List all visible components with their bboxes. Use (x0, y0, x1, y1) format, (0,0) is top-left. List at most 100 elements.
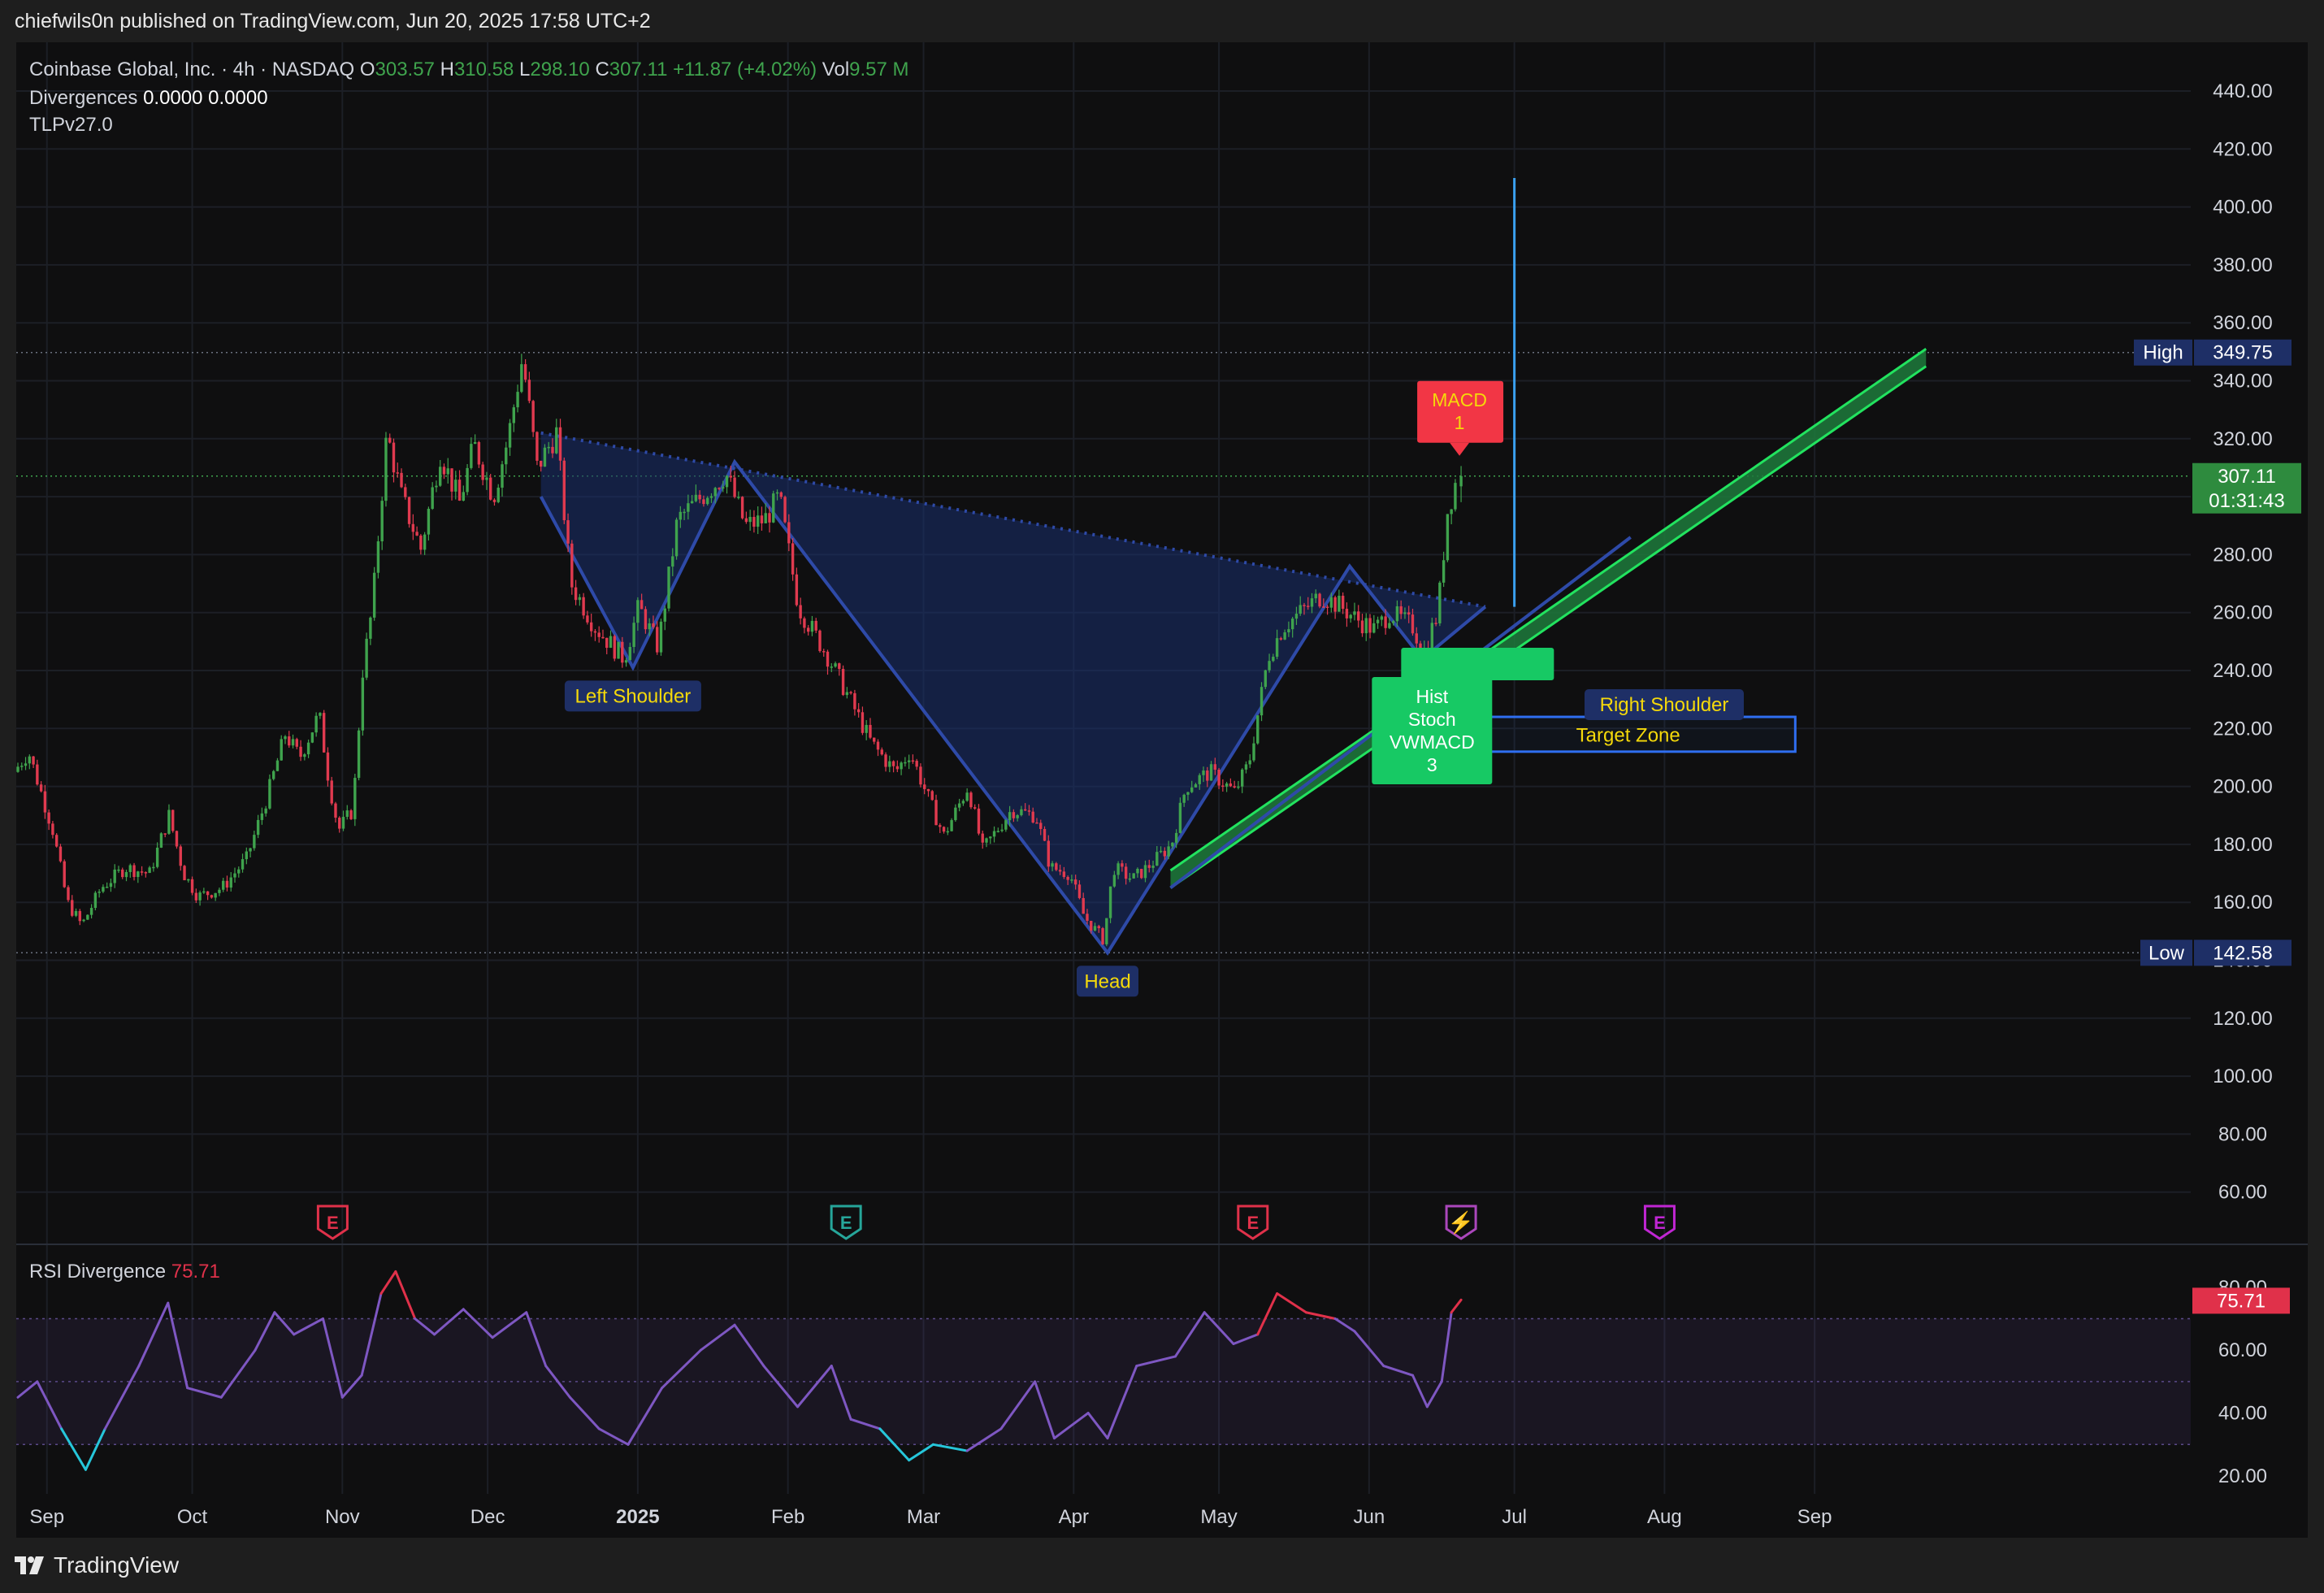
candle-body (105, 887, 109, 888)
price-axis[interactable] (2191, 42, 2308, 1494)
candle-body (873, 737, 876, 742)
candle-body (911, 760, 915, 762)
rsi-tick-label: 20.00 (2218, 1465, 2267, 1487)
price-tick-label: 400.00 (2213, 197, 2272, 219)
candle-body (690, 501, 694, 504)
candle-body (950, 820, 953, 831)
candle-body (233, 873, 236, 878)
candle-body (954, 807, 957, 821)
candle-body (1066, 876, 1069, 880)
candle-body (1023, 809, 1027, 811)
candle-body (171, 810, 175, 831)
candle-body (505, 447, 508, 465)
candle-body (1415, 633, 1418, 644)
candle-body (791, 543, 795, 575)
rsi-segment (830, 1365, 852, 1421)
candle-body (1190, 787, 1194, 792)
macd-badge[interactable] (1417, 380, 1504, 443)
candle-body (256, 819, 260, 836)
candle-body (249, 848, 252, 852)
legend-vol-label: Vol (822, 59, 849, 80)
candle-body (179, 846, 182, 866)
candle-body (989, 836, 992, 839)
candle-body (63, 861, 66, 888)
candle-body (82, 919, 85, 922)
candle-body (923, 784, 926, 789)
candle-body (869, 724, 872, 738)
candle-body (1329, 597, 1333, 608)
candle-body (1294, 614, 1299, 619)
candle-body (981, 833, 984, 843)
candle-body (512, 407, 516, 423)
price-tick-label: 260.00 (2213, 602, 2272, 624)
candle-body (772, 493, 775, 523)
candle-body (54, 835, 59, 847)
candle-body (1310, 598, 1314, 607)
candle-body (326, 752, 330, 781)
rsi-segment (1425, 1380, 1443, 1409)
candle-body (706, 497, 709, 505)
footer[interactable]: TradingView (15, 1547, 179, 1583)
rsi-segment (103, 1365, 141, 1430)
earnings-marker-icon[interactable] (1643, 1205, 1676, 1240)
rsi-segment (1232, 1333, 1260, 1345)
candle-body (314, 715, 318, 733)
candle-body (1307, 606, 1310, 607)
candle-body (322, 713, 326, 753)
high-tag-bg (2134, 339, 2192, 366)
legend-divergences: Divergences 0.0000 0.0000 (29, 87, 268, 109)
candle-body (764, 513, 767, 523)
candle-body (198, 892, 202, 901)
candle-body (775, 492, 779, 494)
candle-body (725, 475, 729, 488)
candle-body (1225, 783, 1229, 787)
legend-l-label: L (519, 59, 530, 80)
candle-body (1430, 623, 1434, 650)
bull-badge-pointer (1420, 662, 1444, 677)
candle-body (1027, 810, 1031, 812)
candle-body (740, 497, 744, 519)
candle-body (523, 364, 527, 380)
candle-body (1178, 802, 1182, 833)
candle-body (648, 623, 651, 630)
rsi-segment (16, 1380, 39, 1399)
candle-body (674, 519, 679, 557)
candle-body (1140, 869, 1143, 879)
candle-body (779, 492, 783, 497)
candle-body (1202, 770, 1205, 775)
candle-body (39, 784, 43, 792)
candle-body (275, 760, 280, 771)
candle-body (1256, 715, 1260, 744)
earnings-marker-icon[interactable] (1445, 1205, 1477, 1240)
trend-channel-fill (1170, 349, 1927, 888)
rsi-segment (878, 1427, 911, 1462)
candle-body (353, 778, 357, 819)
rsi-segment (293, 1317, 324, 1336)
bull-badge[interactable] (1372, 677, 1493, 784)
candle-body (1174, 832, 1178, 843)
candle-body (822, 651, 826, 653)
candle-body (1073, 879, 1077, 885)
time-axis[interactable] (16, 1494, 2308, 1538)
rsi-segment (661, 1348, 702, 1390)
candle-body (202, 891, 206, 893)
candle-body (946, 831, 950, 833)
candle-body (562, 460, 566, 521)
rsi-segment (414, 1317, 436, 1336)
candle-body (566, 520, 570, 544)
price-tick-label: 120.00 (2213, 1008, 2272, 1030)
candle-body (1070, 879, 1073, 881)
candle-body (419, 535, 423, 550)
candle-body (527, 380, 531, 402)
bull-badge-line: Hist (1416, 686, 1449, 707)
earnings-marker-icon[interactable] (1237, 1205, 1269, 1240)
candle-body (1097, 926, 1100, 929)
macd-badge-title: MACD (1432, 389, 1487, 410)
rsi-pane-bg[interactable] (16, 1245, 2191, 1494)
candle-body (415, 532, 418, 536)
earnings-marker-icon[interactable] (316, 1205, 349, 1240)
rsi-segment (1034, 1380, 1056, 1440)
earnings-marker-icon[interactable] (830, 1205, 862, 1240)
candle-body (597, 632, 601, 637)
candle-body (729, 475, 733, 478)
